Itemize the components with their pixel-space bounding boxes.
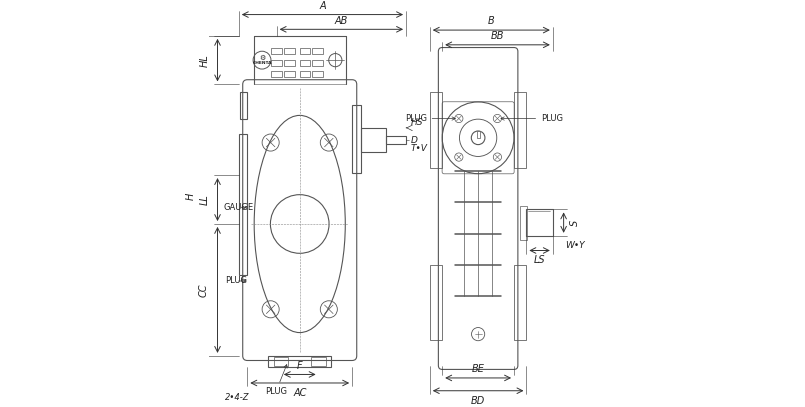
Bar — [430, 265, 442, 340]
Text: W•Y: W•Y — [565, 241, 584, 249]
Text: F: F — [297, 361, 303, 371]
Text: LS: LS — [534, 255, 546, 265]
Text: GAUGE: GAUGE — [223, 203, 254, 212]
Bar — [312, 71, 323, 77]
Bar — [284, 71, 295, 77]
Text: PLUG: PLUG — [501, 114, 564, 123]
Text: HS: HS — [411, 118, 423, 127]
Text: BB: BB — [491, 31, 504, 42]
Bar — [312, 48, 323, 54]
Bar — [268, 356, 331, 367]
Bar — [514, 265, 526, 340]
Text: PLUG: PLUG — [265, 365, 287, 396]
Text: CHENTA: CHENTA — [252, 61, 272, 65]
Text: 2•4-Z: 2•4-Z — [225, 393, 250, 402]
Bar — [271, 59, 282, 66]
Text: HL: HL — [200, 54, 210, 66]
Bar — [430, 92, 442, 168]
Text: CC: CC — [199, 283, 209, 297]
Text: BE: BE — [472, 364, 485, 374]
Bar — [284, 59, 295, 66]
Text: T•V: T•V — [411, 144, 427, 153]
Text: AB: AB — [335, 16, 348, 26]
Bar — [477, 131, 480, 138]
Text: A: A — [319, 1, 326, 11]
Bar — [271, 48, 282, 54]
Bar — [284, 48, 295, 54]
Text: PLUG: PLUG — [405, 114, 456, 123]
Bar — [299, 59, 311, 66]
Bar — [239, 134, 247, 275]
Text: BD: BD — [471, 396, 485, 406]
Text: H: H — [186, 192, 196, 199]
Text: AC: AC — [293, 388, 307, 398]
Bar — [271, 71, 282, 77]
Bar — [312, 357, 326, 365]
Text: PLUG: PLUG — [225, 276, 247, 285]
Bar — [299, 48, 311, 54]
Bar — [240, 92, 246, 119]
Text: S: S — [570, 219, 580, 226]
Bar — [526, 209, 553, 236]
Bar — [521, 206, 527, 240]
Text: D: D — [411, 136, 418, 145]
Bar — [514, 92, 526, 168]
Bar — [361, 128, 386, 152]
Bar — [274, 357, 288, 365]
Text: B: B — [488, 16, 495, 26]
Text: ⚙: ⚙ — [259, 55, 265, 61]
Bar — [312, 59, 323, 66]
Text: LL: LL — [200, 194, 210, 205]
Bar — [386, 136, 406, 144]
Bar — [299, 71, 311, 77]
Bar — [352, 105, 361, 173]
